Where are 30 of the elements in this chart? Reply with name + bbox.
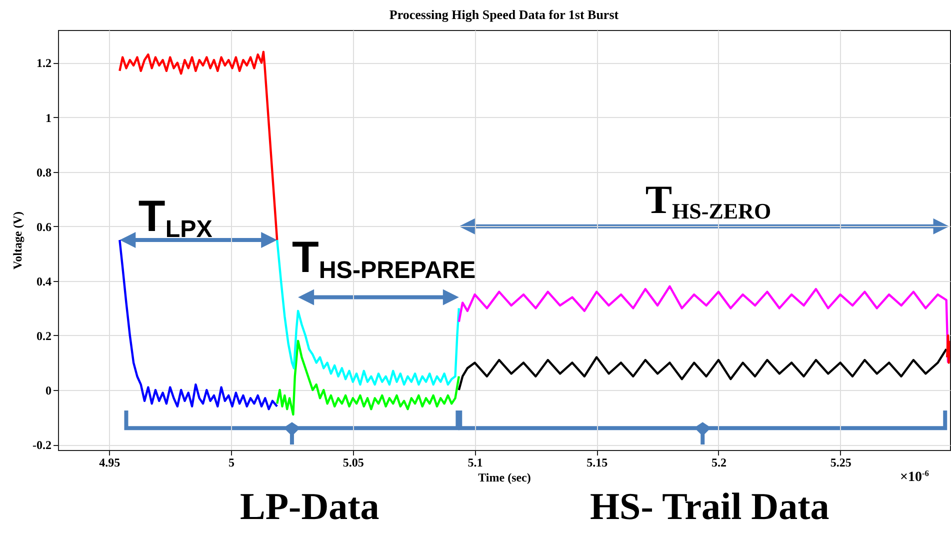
x-tick-label: 5.25 <box>830 456 852 470</box>
y-axis-title: Voltage (V) <box>10 212 25 270</box>
x-tick-label: 4.95 <box>99 456 120 470</box>
text: ×10$^{-6}$ <box>900 469 929 486</box>
y-tick-label: 0.2 <box>36 328 52 343</box>
line-series <box>276 340 460 416</box>
line-series <box>118 238 278 410</box>
x-tick-label: 5 <box>228 456 235 470</box>
line-series <box>458 348 948 392</box>
y-tick-label: 1 <box>46 110 52 125</box>
line-series <box>118 50 278 242</box>
x-tick-label: 5.1 <box>468 456 483 470</box>
annotation: T$_{HS-ZERO}$ <box>645 177 772 224</box>
y-tick-label: -0.2 <box>32 438 52 452</box>
y-tick-label: 1.2 <box>36 56 52 70</box>
line-series <box>458 285 950 364</box>
text: LP-Data <box>240 486 380 528</box>
y-tick-label: 0 <box>46 384 52 398</box>
line-series <box>946 334 950 364</box>
x-tick-label: 5.2 <box>711 456 726 470</box>
annotation: T$_{LPX}$ <box>138 192 212 244</box>
annotation: T$_{HS-PREPARE}$ <box>292 233 476 284</box>
y-tick-label: 0.6 <box>36 220 52 234</box>
y-tick-label: 0.4 <box>36 274 52 288</box>
x-axis-title: Time (sec) <box>478 470 531 484</box>
x-tick-label: 5.15 <box>586 456 608 470</box>
chart-title: Processing High Speed Data for 1st Burst <box>389 7 620 22</box>
x-tick-label: 5.05 <box>342 456 364 470</box>
y-tick-label: 0.8 <box>36 165 52 180</box>
text: HS- Trail Data <box>590 486 830 528</box>
